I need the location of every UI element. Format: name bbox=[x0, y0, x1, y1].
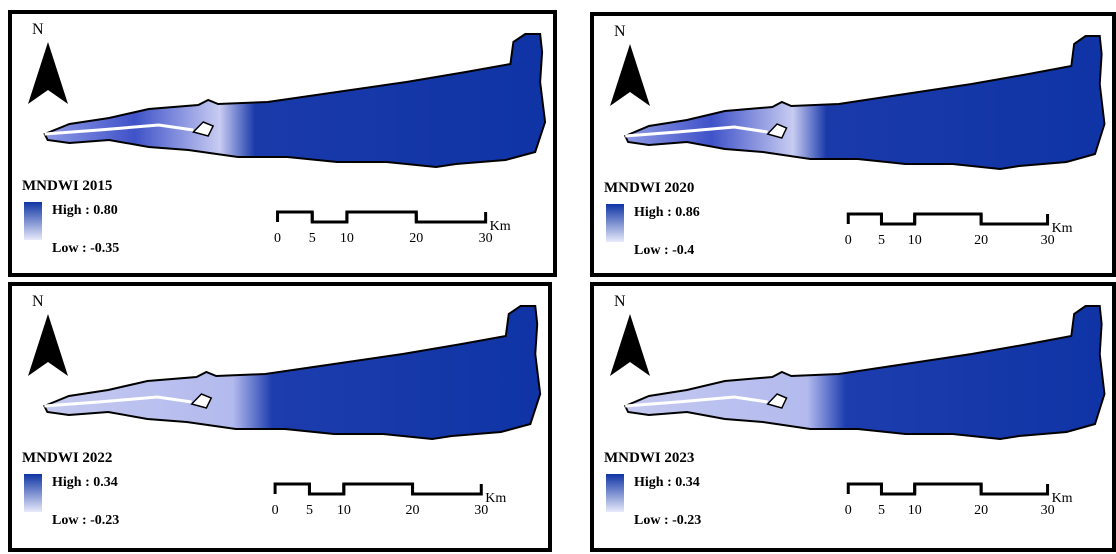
scale-unit: Km bbox=[1052, 491, 1073, 506]
map-title: MNDWI 2015 bbox=[22, 178, 112, 194]
scale-unit: Km bbox=[485, 491, 506, 506]
legend-high: High : 0.86 bbox=[634, 205, 700, 220]
north-label: N bbox=[614, 293, 626, 310]
north-label: N bbox=[32, 293, 44, 310]
legend-ramp bbox=[24, 474, 42, 512]
legend-ramp bbox=[606, 204, 624, 242]
north-label: N bbox=[32, 21, 44, 38]
map-title: MNDWI 2020 bbox=[604, 180, 694, 196]
map-title: MNDWI 2023 bbox=[604, 450, 694, 466]
scale-label: 0 bbox=[845, 233, 852, 248]
scale-unit: Km bbox=[1052, 221, 1073, 236]
legend-ramp bbox=[606, 474, 624, 512]
scale-label: 10 bbox=[340, 231, 354, 246]
scale-label: 5 bbox=[306, 503, 313, 518]
scale-label: 10 bbox=[908, 233, 922, 248]
legend-low: Low : -0.4 bbox=[634, 243, 694, 258]
legend-high: High : 0.80 bbox=[52, 203, 118, 218]
page: {"north": "N", "scale_bar": {"ticks": [0… bbox=[0, 0, 1116, 554]
scale-label: 5 bbox=[309, 231, 316, 246]
figure: NMNDWI 2015High : 0.80Low : -0.350510203… bbox=[0, 0, 1116, 554]
scale-label: 20 bbox=[974, 503, 988, 518]
scale-label: 10 bbox=[908, 503, 922, 518]
scale-label: 20 bbox=[409, 231, 423, 246]
scale-label: 20 bbox=[974, 233, 988, 248]
scale-label: 5 bbox=[878, 503, 885, 518]
legend-ramp bbox=[24, 202, 42, 240]
map-title: MNDWI 2022 bbox=[22, 450, 112, 466]
legend-low: Low : -0.23 bbox=[52, 513, 119, 528]
scale-label: 10 bbox=[337, 503, 351, 518]
scale-label: 0 bbox=[272, 503, 279, 518]
scale-label: 0 bbox=[845, 503, 852, 518]
scale-label: 5 bbox=[878, 233, 885, 248]
scale-unit: Km bbox=[490, 219, 511, 234]
legend-high: High : 0.34 bbox=[634, 475, 700, 490]
scale-label: 0 bbox=[274, 231, 281, 246]
legend-high: High : 0.34 bbox=[52, 475, 118, 490]
legend-low: Low : -0.35 bbox=[52, 241, 119, 256]
north-label: N bbox=[614, 23, 626, 40]
legend-low: Low : -0.23 bbox=[634, 513, 701, 528]
scale-label: 20 bbox=[406, 503, 420, 518]
